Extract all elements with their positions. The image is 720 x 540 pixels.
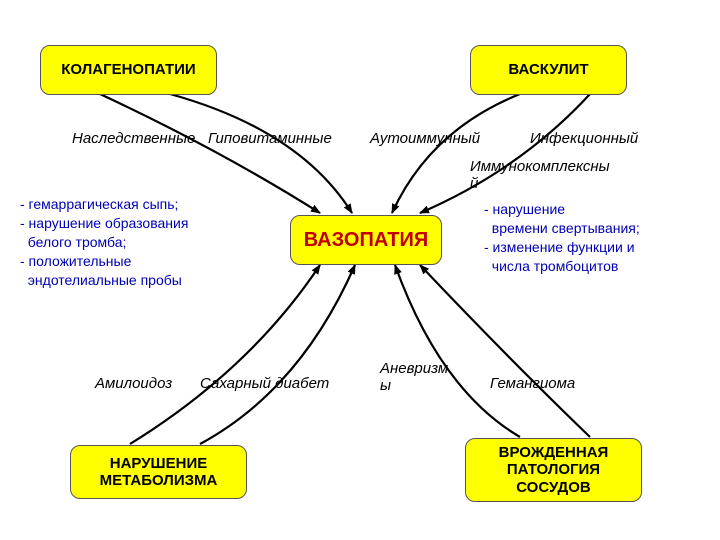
top-left-node-label: КОЛАГЕНОПАТИИ xyxy=(61,61,195,78)
right-list: - нарушение времени свертывания; - измен… xyxy=(484,200,640,276)
edge-label-hereditary: Наследственные xyxy=(72,130,195,147)
bottom-right-node-label: ВРОЖДЕННАЯ ПАТОЛОГИЯ СОСУДОВ xyxy=(499,444,609,496)
arrow-bl-right-arc xyxy=(200,265,355,444)
diagram-stage: ВАЗОПАТИЯ КОЛАГЕНОПАТИИ ВАСКУЛИТ НАРУШЕН… xyxy=(0,0,720,540)
center-node: ВАЗОПАТИЯ xyxy=(290,215,442,265)
arrow-bl-left-arc xyxy=(130,265,320,444)
arrow-tr-right-arc xyxy=(420,94,590,213)
arrow-br-left-arc xyxy=(395,265,520,437)
arrow-tl-right-arc xyxy=(170,94,352,213)
left-list: - гемаррагическая сыпь; - нарушение обра… xyxy=(20,195,188,289)
edge-label-amyloidosis: Амилоидоз xyxy=(95,375,172,392)
edge-label-diabetes: Сахарный диабет xyxy=(200,375,329,392)
edge-label-hemangioma: Гемангиома xyxy=(490,375,575,392)
top-right-node: ВАСКУЛИТ xyxy=(470,45,627,95)
center-node-label: ВАЗОПАТИЯ xyxy=(304,229,429,252)
bottom-left-node: НАРУШЕНИЕ МЕТАБОЛИЗМА xyxy=(70,445,247,499)
arrow-tr-left-arc xyxy=(392,94,520,213)
edge-label-aneurysm: Аневризм ы xyxy=(380,360,448,394)
arrow-br-right-arc xyxy=(420,265,590,437)
edge-label-immunocomplex: Иммунокомплексны й xyxy=(470,158,610,192)
top-left-node: КОЛАГЕНОПАТИИ xyxy=(40,45,217,95)
edge-label-autoimmune: Аутоиммунный xyxy=(370,130,480,147)
bottom-left-node-label: НАРУШЕНИЕ МЕТАБОЛИЗМА xyxy=(100,455,218,490)
edge-label-hypovitamin: Гиповитаминные xyxy=(208,130,332,147)
bottom-right-node: ВРОЖДЕННАЯ ПАТОЛОГИЯ СОСУДОВ xyxy=(465,438,642,502)
top-right-node-label: ВАСКУЛИТ xyxy=(508,61,588,78)
edge-label-infectious: Инфекционный xyxy=(530,130,638,147)
